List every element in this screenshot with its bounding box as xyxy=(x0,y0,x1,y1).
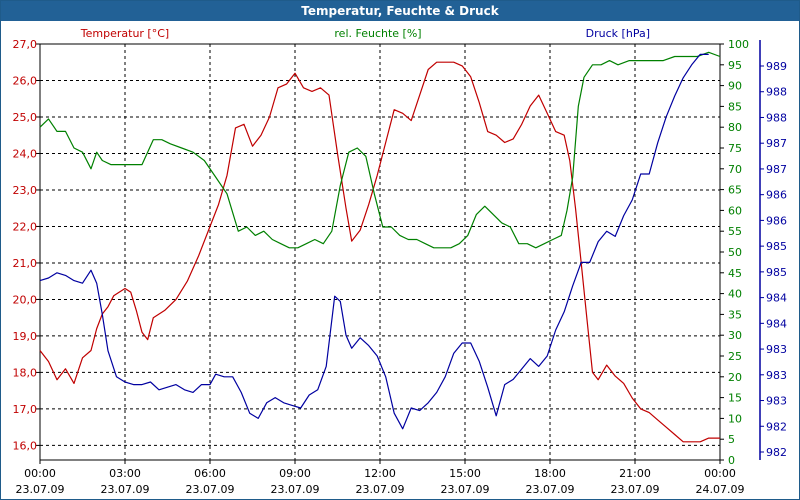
time-tick-label: 18:00 xyxy=(534,467,566,480)
time-tick-label: 15:00 xyxy=(449,467,481,480)
humidity-tick-label: 55 xyxy=(728,225,742,238)
grid-lines xyxy=(40,43,720,460)
humidity-line xyxy=(39,51,721,249)
pressure-tick-label: 984 xyxy=(766,292,787,305)
pressure-tick-label: 986 xyxy=(766,214,787,227)
pressure-line xyxy=(39,53,709,430)
humidity-tick-label: 90 xyxy=(728,80,742,93)
date-tick-label: 23.07.09 xyxy=(186,483,235,496)
humidity-axis-label: rel. Feuchte [%] xyxy=(334,27,421,40)
humidity-tick-label: 20 xyxy=(728,371,742,384)
pressure-tick-label: 988 xyxy=(766,111,787,124)
pressure-tick-label: 985 xyxy=(766,266,787,279)
humidity-tick-label: 65 xyxy=(728,184,742,197)
humidity-tick-label: 15 xyxy=(728,392,742,405)
humidity-tick-label: 70 xyxy=(728,163,742,176)
pressure-axis: 982 982 983 983 983 984 984 985 985 986 986 987 987 9… xyxy=(759,40,787,460)
humidity-tick-label: 60 xyxy=(728,204,742,217)
temperature-tick-label: 22,0 xyxy=(13,220,38,233)
pressure-tick-label: 982 xyxy=(766,446,787,459)
pressure-tick-label: 984 xyxy=(766,317,787,330)
humidity-tick-label: 25 xyxy=(728,350,742,363)
pressure-tick-label: 982 xyxy=(766,420,787,433)
humidity-tick-label: 75 xyxy=(728,142,742,155)
pressure-tick-label: 988 xyxy=(766,86,787,99)
humidity-tick-label: 40 xyxy=(728,288,742,301)
time-tick-label: 12:00 xyxy=(364,467,396,480)
humidity-tick-label: 5 xyxy=(728,433,735,446)
humidity-tick-label: 50 xyxy=(728,246,742,259)
pressure-tick-label: 987 xyxy=(766,163,787,176)
date-tick-label: 23.07.09 xyxy=(611,483,660,496)
temperature-axis: 16,0 17,0 18,0 19,0 20,0 21,0 22,0 23,0 24,0 25,0… xyxy=(13,38,40,452)
date-tick-label: 23.07.09 xyxy=(526,483,575,496)
pressure-tick-label: 983 xyxy=(766,369,787,382)
time-tick-label: 21:00 xyxy=(619,467,651,480)
humidity-tick-label: 45 xyxy=(728,267,742,280)
time-tick-label: 09:00 xyxy=(279,467,311,480)
temperature-tick-label: 16,0 xyxy=(13,439,38,452)
temperature-tick-label: 20,0 xyxy=(13,293,38,306)
pressure-tick-label: 983 xyxy=(766,343,787,356)
temperature-axis-label: Temperatur [°C] xyxy=(80,27,169,40)
time-tick-label: 03:00 xyxy=(109,467,141,480)
humidity-tick-label: 35 xyxy=(728,308,742,321)
humidity-tick-label: 30 xyxy=(728,329,742,342)
temperature-tick-label: 19,0 xyxy=(13,330,38,343)
temperature-tick-label: 17,0 xyxy=(13,403,38,416)
date-tick-label: 24.07.09 xyxy=(696,483,745,496)
window-title: Temperatur, Feuchte & Druck xyxy=(1,1,799,21)
temperature-tick-label: 21,0 xyxy=(13,257,38,270)
temperature-tick-label: 18,0 xyxy=(13,366,38,379)
pressure-tick-label: 986 xyxy=(766,189,787,202)
humidity-axis: 0 5 10 15 20 25 30 35 40 45 50 55 60 65 70 75 80 85 90 95 10… xyxy=(720,38,749,467)
temperature-tick-label: 27,0 xyxy=(13,38,38,51)
temperature-tick-label: 25,0 xyxy=(13,111,38,124)
pressure-axis-label: Druck [hPa] xyxy=(586,27,650,40)
time-axis: 00:00 23.07.09 03:00 23.07.09 06:00 23.07.09 0… xyxy=(16,460,745,496)
temperature-tick-label: 26,0 xyxy=(13,74,38,87)
date-tick-label: 23.07.09 xyxy=(441,483,490,496)
pressure-tick-label: 989 xyxy=(766,60,787,73)
series-layer xyxy=(39,51,721,443)
humidity-tick-label: 95 xyxy=(728,59,742,72)
pressure-tick-label: 987 xyxy=(766,137,787,150)
time-tick-label: 00:00 xyxy=(704,467,736,480)
date-tick-label: 23.07.09 xyxy=(101,483,150,496)
date-tick-label: 23.07.09 xyxy=(16,483,65,496)
date-tick-label: 23.07.09 xyxy=(356,483,405,496)
humidity-tick-label: 85 xyxy=(728,100,742,113)
humidity-tick-label: 0 xyxy=(728,454,735,467)
time-tick-label: 00:00 xyxy=(24,467,56,480)
pressure-tick-label: 985 xyxy=(766,240,787,253)
temperature-line xyxy=(39,61,720,443)
time-tick-label: 06:00 xyxy=(194,467,226,480)
pressure-tick-label: 983 xyxy=(766,395,787,408)
humidity-tick-label: 100 xyxy=(728,38,749,51)
temperature-tick-label: 23,0 xyxy=(13,184,38,197)
humidity-tick-label: 80 xyxy=(728,121,742,134)
temperature-tick-label: 24,0 xyxy=(13,147,38,160)
humidity-tick-label: 10 xyxy=(728,412,742,425)
date-tick-label: 23.07.09 xyxy=(271,483,320,496)
